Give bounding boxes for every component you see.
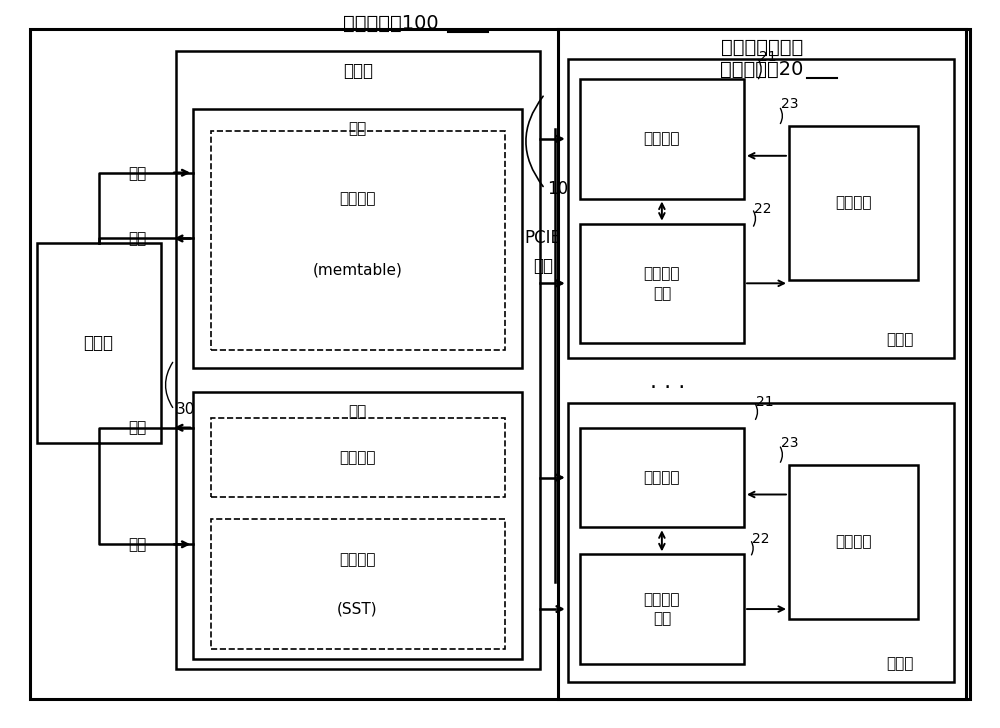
Text: 日志文件: 日志文件 <box>339 450 376 465</box>
Bar <box>580 79 744 199</box>
Bar <box>176 51 540 669</box>
Text: 合并模块: 合并模块 <box>835 534 872 550</box>
Bar <box>37 243 161 443</box>
Text: PCIE: PCIE <box>524 229 561 248</box>
Bar <box>568 59 954 358</box>
Text: 合并器: 合并器 <box>886 657 913 671</box>
Text: (SST): (SST) <box>337 601 378 617</box>
Bar <box>193 109 522 368</box>
Text: (memtable): (memtable) <box>313 263 402 278</box>
Text: 23: 23 <box>781 97 798 111</box>
Text: 合并器: 合并器 <box>886 333 913 347</box>
Text: 存储模块: 存储模块 <box>644 470 680 485</box>
Text: 任务管理
模块: 任务管理 模块 <box>644 592 680 627</box>
Text: 内存: 内存 <box>348 122 367 136</box>
Text: 数据库系统100: 数据库系统100 <box>343 14 438 33</box>
Text: 查询: 查询 <box>128 420 147 435</box>
Text: 写入: 写入 <box>128 537 147 552</box>
Text: 任务管理
模块: 任务管理 模块 <box>644 266 680 301</box>
Bar <box>789 464 918 619</box>
Text: 合并: 合并 <box>533 258 553 275</box>
Bar <box>211 519 505 649</box>
Bar <box>580 223 744 343</box>
Text: 21: 21 <box>756 395 774 409</box>
Text: 数据文件: 数据文件 <box>339 552 376 567</box>
Text: 22: 22 <box>754 202 772 215</box>
Text: 存储器: 存储器 <box>344 62 374 80</box>
Text: 基于可编程装置: 基于可编程装置 <box>721 38 803 57</box>
Bar <box>193 392 522 659</box>
Bar <box>789 126 918 280</box>
Bar <box>211 131 505 350</box>
Bar <box>558 29 966 699</box>
Text: 数据文件: 数据文件 <box>339 191 376 206</box>
Text: 存储模块: 存储模块 <box>644 131 680 146</box>
Bar <box>580 428 744 527</box>
Text: 查询: 查询 <box>128 231 147 246</box>
Text: 合并模块: 合并模块 <box>835 196 872 210</box>
Text: 23: 23 <box>781 435 798 450</box>
Text: 21: 21 <box>759 50 777 64</box>
Text: 22: 22 <box>752 532 770 546</box>
Bar <box>568 403 954 682</box>
Text: 10: 10 <box>547 180 568 198</box>
Text: 30: 30 <box>176 403 196 417</box>
Text: 磁盘: 磁盘 <box>348 404 367 419</box>
Bar <box>580 554 744 664</box>
Text: 写入: 写入 <box>128 166 147 181</box>
Text: 的合并装置20: 的合并装置20 <box>720 60 804 79</box>
Text: · · ·: · · · <box>650 378 685 398</box>
Bar <box>211 418 505 497</box>
Text: 处理器: 处理器 <box>84 334 114 352</box>
